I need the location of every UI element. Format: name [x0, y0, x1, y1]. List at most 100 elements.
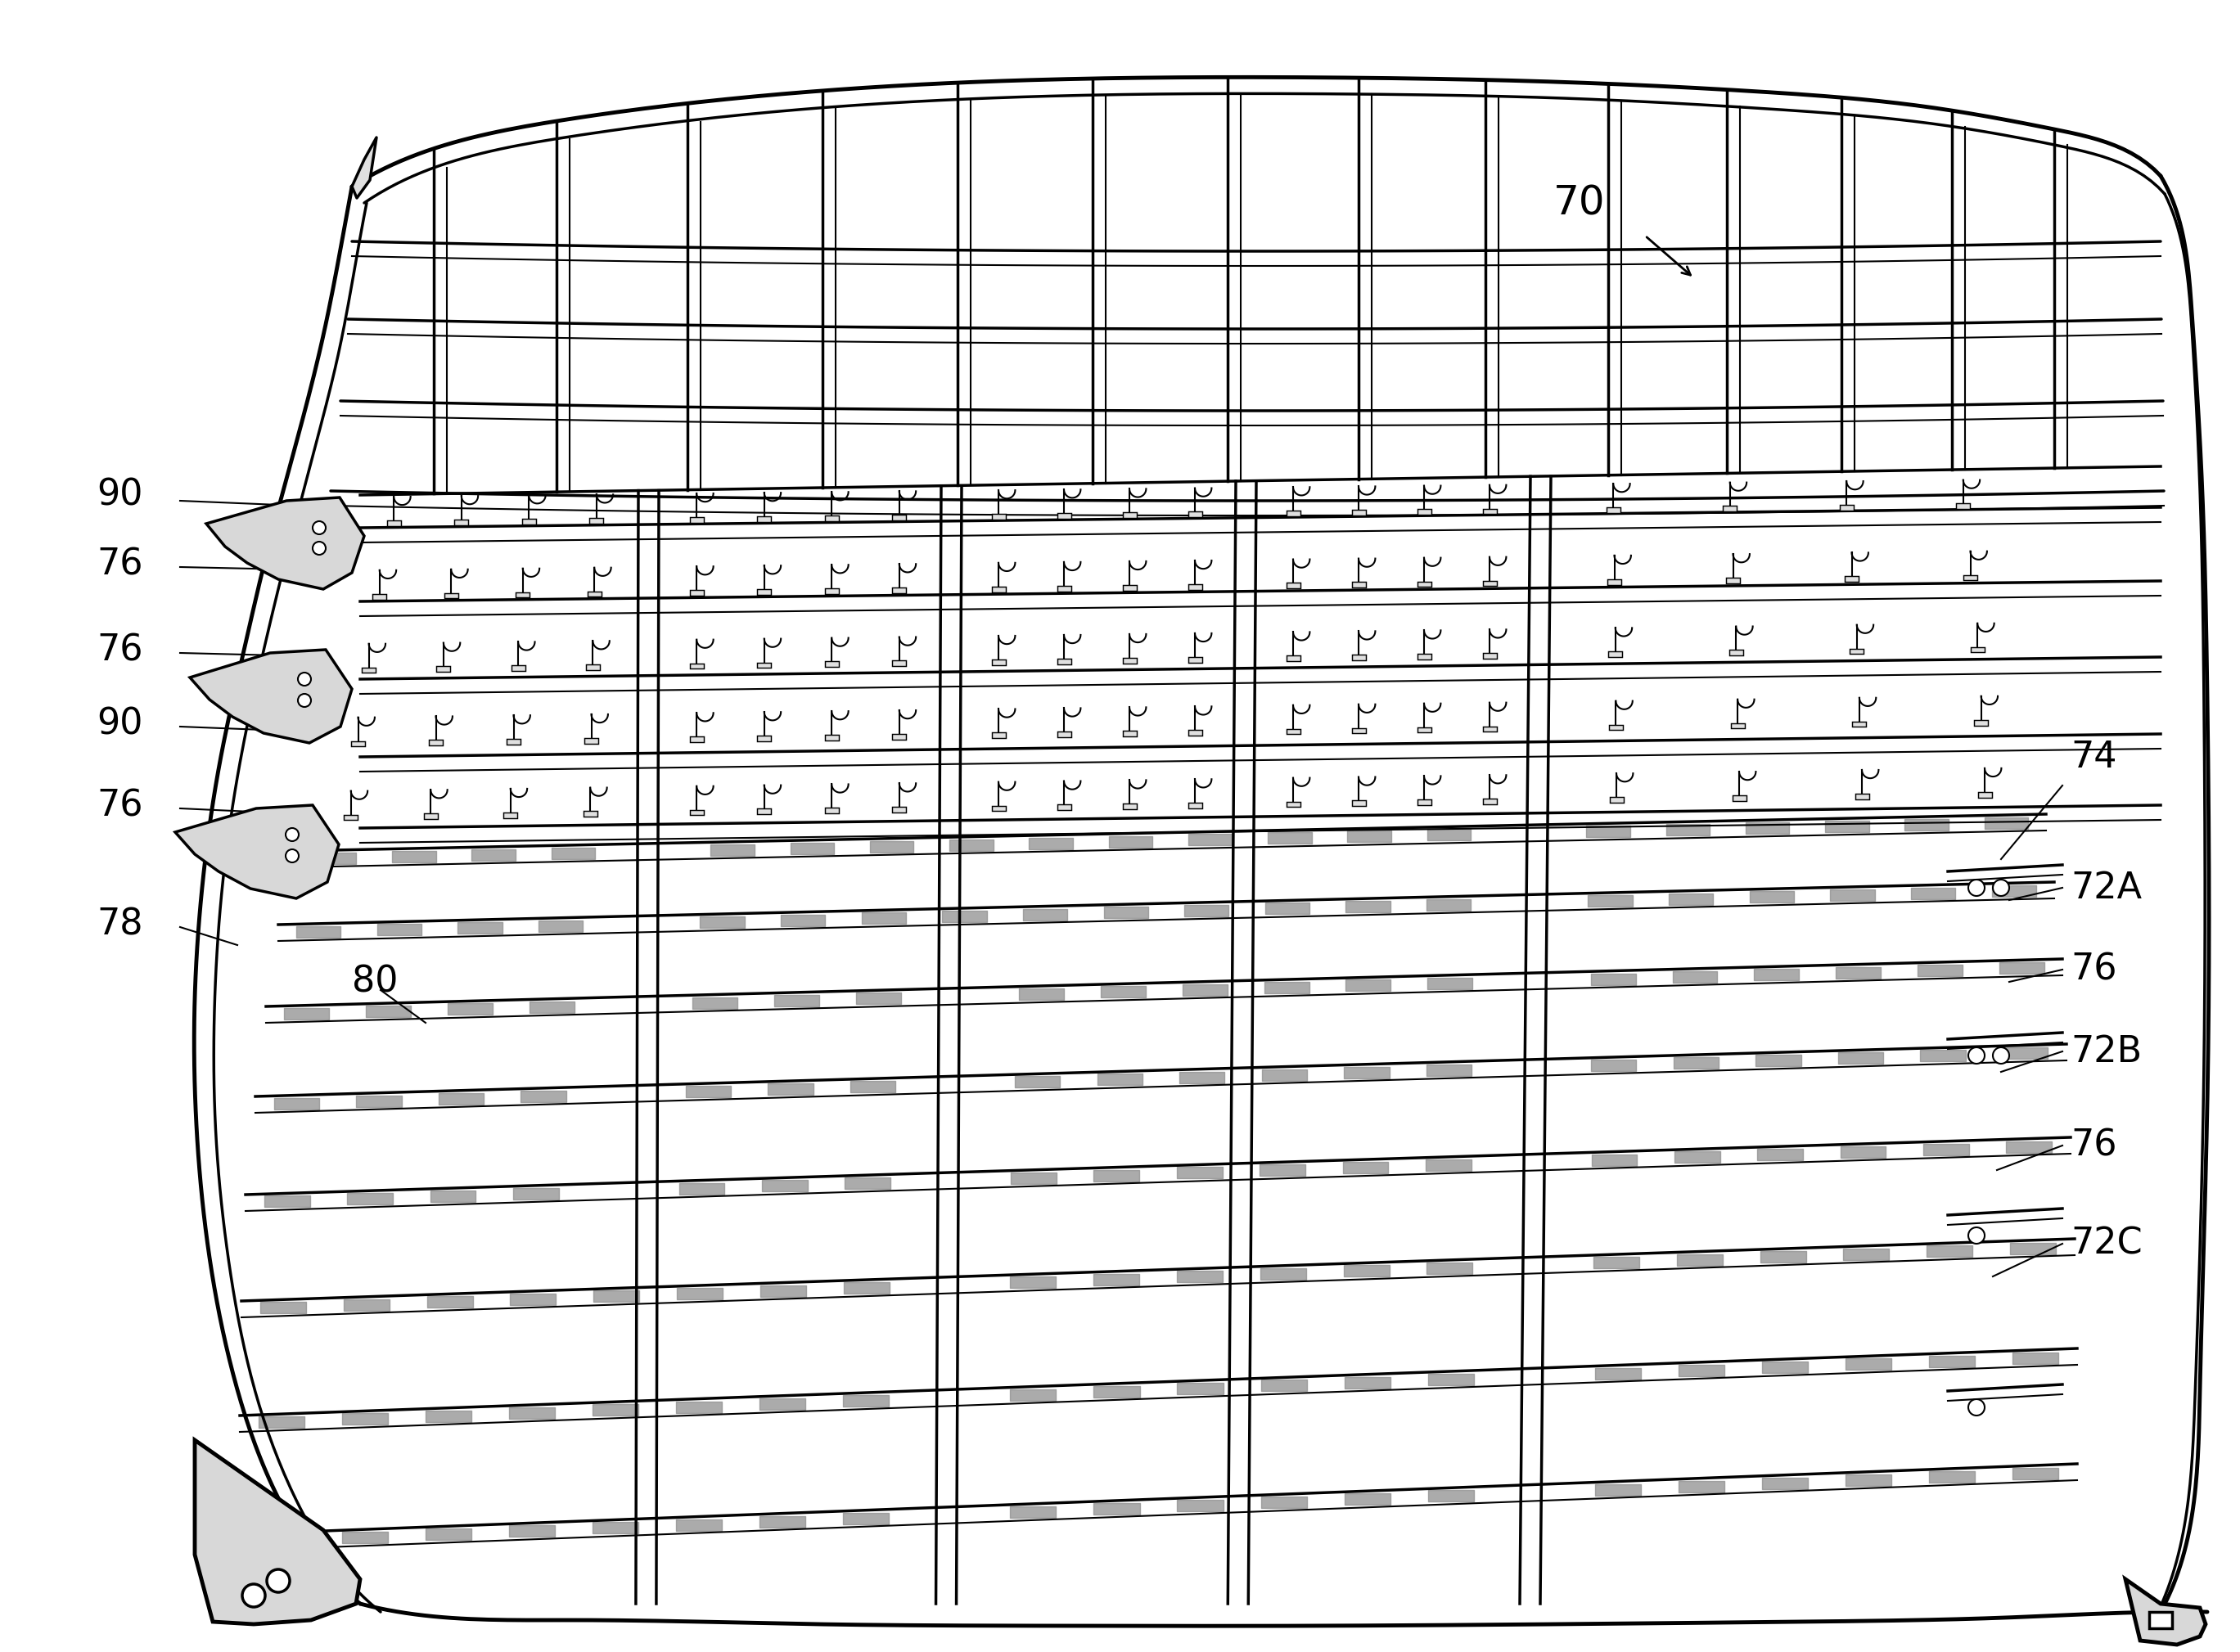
Bar [1971, 648, 1985, 653]
Circle shape [1969, 1047, 1985, 1064]
Bar [582, 811, 598, 816]
Bar [1608, 725, 1622, 730]
Circle shape [1969, 879, 1985, 895]
Bar [1839, 506, 1852, 510]
Text: 72B: 72B [2070, 1034, 2141, 1069]
Bar [757, 517, 771, 522]
Bar [1351, 510, 1366, 515]
Bar [824, 808, 838, 813]
Bar [428, 740, 444, 745]
Circle shape [287, 828, 298, 841]
Bar [824, 588, 838, 595]
Bar [1351, 729, 1366, 733]
Bar [1483, 727, 1496, 732]
Bar [345, 814, 358, 819]
Polygon shape [190, 649, 352, 743]
Bar [1483, 580, 1496, 586]
Circle shape [314, 542, 325, 555]
Bar [757, 809, 771, 814]
Bar [757, 735, 771, 742]
Bar [1608, 580, 1622, 585]
Bar [1978, 791, 1991, 798]
Bar [1351, 582, 1366, 588]
Bar [1418, 727, 1431, 732]
Bar [1351, 654, 1366, 661]
Bar [1483, 509, 1496, 514]
Bar [589, 519, 603, 524]
Bar [757, 662, 771, 667]
Bar [824, 515, 838, 520]
Bar [1286, 656, 1299, 661]
Bar [992, 514, 1006, 519]
Polygon shape [2126, 1579, 2206, 1645]
Bar [1723, 506, 1736, 512]
Bar [690, 737, 703, 742]
Bar [992, 659, 1006, 666]
Bar [515, 591, 529, 598]
Text: 90: 90 [96, 707, 143, 742]
Circle shape [298, 672, 311, 686]
Bar [1852, 722, 1866, 727]
Bar [1956, 504, 1971, 509]
Bar [1122, 805, 1136, 809]
Bar [1846, 577, 1859, 582]
Bar [992, 586, 1006, 591]
Circle shape [1994, 1047, 2009, 1064]
Polygon shape [352, 137, 376, 198]
Polygon shape [195, 1441, 361, 1624]
Bar [1418, 509, 1431, 515]
Bar [1187, 585, 1203, 590]
Bar [1483, 653, 1496, 659]
Bar [1286, 583, 1299, 588]
Text: 76: 76 [2070, 1128, 2117, 1163]
Bar [511, 666, 524, 671]
Bar [1187, 803, 1203, 808]
Polygon shape [175, 805, 338, 899]
Bar [372, 593, 388, 600]
Bar [1286, 729, 1299, 735]
Text: 70: 70 [1555, 183, 1606, 223]
Text: 72A: 72A [2070, 871, 2141, 905]
Bar [2148, 1612, 2173, 1629]
Bar [1057, 586, 1071, 591]
Bar [1286, 510, 1299, 517]
Bar [892, 588, 907, 593]
Circle shape [1969, 1227, 1985, 1244]
Bar [1122, 657, 1136, 664]
Bar [1727, 578, 1740, 583]
Bar [587, 664, 600, 671]
Bar [992, 732, 1006, 738]
Bar [522, 519, 535, 524]
Circle shape [1969, 1399, 1985, 1416]
Bar [1057, 514, 1071, 519]
Bar [1187, 730, 1203, 735]
Text: 76: 76 [2070, 952, 2117, 988]
Bar [690, 590, 703, 596]
Bar [1122, 512, 1136, 519]
Bar [892, 733, 907, 740]
Bar [1351, 801, 1366, 806]
Bar [992, 806, 1006, 811]
Text: 78: 78 [96, 907, 143, 942]
Bar [455, 519, 468, 525]
Circle shape [314, 522, 325, 534]
Text: 72C: 72C [2070, 1226, 2141, 1260]
Bar [1187, 657, 1203, 662]
Bar [892, 806, 907, 813]
Bar [892, 661, 907, 666]
Text: 76: 76 [96, 633, 143, 667]
Bar [1418, 582, 1431, 586]
Circle shape [298, 694, 311, 707]
Bar [1606, 507, 1620, 512]
Bar [757, 590, 771, 595]
Bar [690, 809, 703, 816]
Bar [1418, 800, 1431, 805]
Bar [1850, 649, 1864, 654]
Bar [585, 738, 598, 743]
Text: 76: 76 [96, 547, 143, 582]
Bar [1732, 795, 1747, 801]
Bar [1483, 798, 1496, 805]
Polygon shape [206, 497, 365, 590]
Bar [1057, 659, 1071, 664]
Bar [437, 666, 450, 672]
